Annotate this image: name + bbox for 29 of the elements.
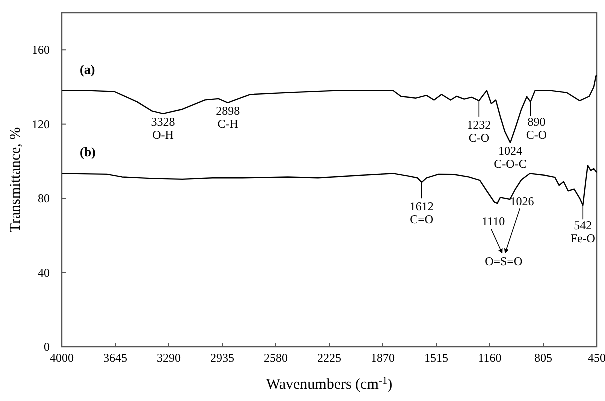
x-tick-label: 2580 [264, 351, 288, 365]
x-tick-label: 805 [534, 351, 552, 365]
x-tick-label: 2935 [210, 351, 234, 365]
annotation: 1110 [482, 214, 506, 229]
y-tick-label: 160 [32, 43, 50, 58]
y-axis-title: Transmittance, % [8, 127, 24, 233]
x-tick-label: 1515 [424, 351, 448, 365]
x-tick-label: 3290 [157, 351, 181, 365]
y-tick-label: 40 [38, 266, 50, 280]
x-tick-label: 1160 [478, 351, 502, 365]
annotation: 1612 C=O [410, 200, 434, 227]
annotation: 1232 C-O [467, 118, 492, 145]
annotation: O=S=O [485, 254, 523, 268]
annotation: 1026 [510, 194, 534, 208]
annotation: 542 Fe-O [570, 218, 596, 246]
annotation: 1024 C-O-C [494, 144, 527, 171]
y-tick-label: 80 [38, 192, 50, 206]
y-tick-label: 0 [44, 340, 50, 354]
annotation: 3328 O-H [151, 114, 176, 142]
x-tick-label: 4000 [50, 351, 74, 365]
annotation: 2898 C-H [216, 104, 240, 131]
x-tick-label: 3645 [104, 351, 128, 365]
x-tick-label: 2225 [318, 351, 342, 365]
x-axis-title: Wavenumbers (cm$^{-1}$) [266, 376, 393, 393]
series-label: (a) [80, 62, 96, 77]
series-label: (b) [80, 144, 96, 160]
y-tick-label: 120 [32, 117, 50, 132]
x-tick-label: 1870 [371, 351, 395, 365]
annotation: 890 C-O [526, 115, 548, 142]
